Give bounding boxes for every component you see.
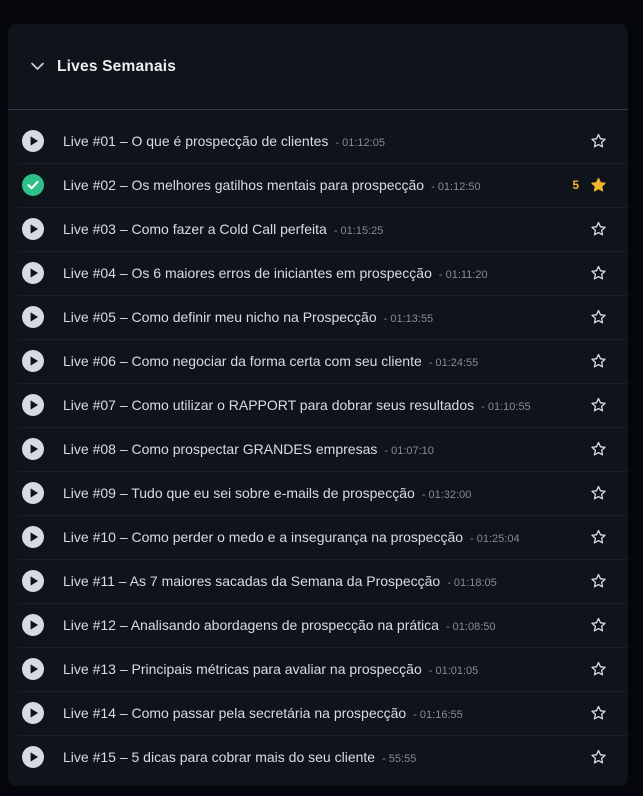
lesson-duration: - 01:07:10 <box>384 445 434 457</box>
star-outline-icon[interactable] <box>589 440 608 459</box>
lesson-title[interactable]: Live #15 – 5 dicas para cobrar mais do s… <box>63 749 376 765</box>
star-outline-icon[interactable] <box>589 352 608 371</box>
lesson-title[interactable]: Live #12 – Analisando abordagens de pros… <box>63 617 439 633</box>
lesson-duration: - 01:12:50 <box>431 181 481 193</box>
lesson-title[interactable]: Live #08 – Como prospectar GRANDES empre… <box>63 441 378 457</box>
play-icon[interactable] <box>22 658 44 680</box>
list-item[interactable]: Live #10 – Como perder o medo e a insegu… <box>8 515 628 559</box>
completed-check-icon <box>22 174 44 196</box>
lesson-title[interactable]: Live #02 – Os melhores gatilhos mentais … <box>63 177 425 193</box>
play-icon[interactable] <box>22 526 44 548</box>
star-filled-icon[interactable] <box>589 176 608 195</box>
star-outline-icon[interactable] <box>589 220 608 239</box>
star-outline-icon[interactable] <box>589 396 608 415</box>
module-card: Lives Semanais Live #01 – O que é prospe… <box>8 24 628 786</box>
list-item[interactable]: Live #09 – Tudo que eu sei sobre e-mails… <box>8 471 628 515</box>
star-outline-icon[interactable] <box>589 660 608 679</box>
list-item[interactable]: Live #02 – Os melhores gatilhos mentais … <box>8 163 628 207</box>
list-item[interactable]: Live #12 – Analisando abordagens de pros… <box>8 603 628 647</box>
play-icon[interactable] <box>22 218 44 240</box>
play-icon[interactable] <box>22 438 44 460</box>
play-icon[interactable] <box>22 570 44 592</box>
lesson-title[interactable]: Live #13 – Principais métricas para aval… <box>63 661 422 677</box>
module-header[interactable]: Lives Semanais <box>8 24 628 110</box>
play-icon[interactable] <box>22 746 44 768</box>
list-item[interactable]: Live #14 – Como passar pela secretária n… <box>8 691 628 735</box>
list-item[interactable]: Live #04 – Os 6 maiores erros de inician… <box>8 251 628 295</box>
lesson-duration: - 01:16:55 <box>413 709 463 721</box>
play-icon[interactable] <box>22 614 44 636</box>
star-outline-icon[interactable] <box>589 704 608 723</box>
lesson-duration: - 01:18:05 <box>447 577 497 589</box>
star-outline-icon[interactable] <box>589 308 608 327</box>
play-icon[interactable] <box>22 482 44 504</box>
lesson-duration: - 55:55 <box>382 753 417 765</box>
list-item[interactable]: Live #03 – Como fazer a Cold Call perfei… <box>8 207 628 251</box>
list-item[interactable]: Live #05 – Como definir meu nicho na Pro… <box>8 295 628 339</box>
lesson-title[interactable]: Live #05 – Como definir meu nicho na Pro… <box>63 309 377 325</box>
lesson-title[interactable]: Live #14 – Como passar pela secretária n… <box>63 705 407 721</box>
lesson-title[interactable]: Live #03 – Como fazer a Cold Call perfei… <box>63 221 327 237</box>
star-outline-icon[interactable] <box>589 748 608 767</box>
lesson-duration: - 01:32:00 <box>421 489 472 501</box>
play-icon[interactable] <box>22 306 44 328</box>
star-outline-icon[interactable] <box>589 264 608 283</box>
list-item[interactable]: Live #08 – Como prospectar GRANDES empre… <box>8 427 628 471</box>
play-icon[interactable] <box>22 394 44 416</box>
lesson-duration: - 01:24:55 <box>428 357 479 369</box>
lesson-duration: - 01:01:05 <box>428 665 479 677</box>
chevron-down-icon[interactable] <box>29 58 46 75</box>
lesson-title[interactable]: Live #04 – Os 6 maiores erros de inician… <box>63 265 432 281</box>
lesson-duration: - 01:15:25 <box>333 225 384 237</box>
rating-value: 5 <box>572 178 579 192</box>
list-item[interactable]: Live #07 – Como utilizar o RAPPORT para … <box>8 383 628 427</box>
lesson-list: Live #01 – O que é prospecção de cliente… <box>8 110 628 779</box>
play-icon[interactable] <box>22 130 44 152</box>
lesson-title[interactable]: Live #06 – Como negociar da forma certa … <box>63 353 422 369</box>
star-outline-icon[interactable] <box>589 616 608 635</box>
list-item[interactable]: Live #01 – O que é prospecção de cliente… <box>8 119 628 163</box>
list-item[interactable]: Live #11 – As 7 maiores sacadas da Seman… <box>8 559 628 603</box>
lesson-duration: - 01:08:50 <box>445 621 496 633</box>
lesson-duration: - 01:11:20 <box>438 269 488 281</box>
module-title: Lives Semanais <box>57 57 177 75</box>
star-outline-icon[interactable] <box>589 528 608 547</box>
lesson-title[interactable]: Live #07 – Como utilizar o RAPPORT para … <box>63 397 475 413</box>
star-outline-icon[interactable] <box>589 132 608 151</box>
lesson-duration: - 01:13:55 <box>383 313 434 325</box>
list-item[interactable]: Live #06 – Como negociar da forma certa … <box>8 339 628 383</box>
play-icon[interactable] <box>22 702 44 724</box>
play-icon[interactable] <box>22 262 44 284</box>
list-item[interactable]: Live #13 – Principais métricas para aval… <box>8 647 628 691</box>
list-item[interactable]: Live #15 – 5 dicas para cobrar mais do s… <box>8 735 628 779</box>
lesson-duration: - 01:10:55 <box>481 401 531 413</box>
lesson-duration: - 01:25:04 <box>470 533 520 545</box>
lesson-title[interactable]: Live #10 – Como perder o medo e a insegu… <box>63 529 464 545</box>
lesson-title[interactable]: Live #11 – As 7 maiores sacadas da Seman… <box>63 573 441 589</box>
play-icon[interactable] <box>22 350 44 372</box>
lesson-title[interactable]: Live #01 – O que é prospecção de cliente… <box>63 133 329 149</box>
star-outline-icon[interactable] <box>589 484 608 503</box>
star-outline-icon[interactable] <box>589 572 608 591</box>
lesson-title[interactable]: Live #09 – Tudo que eu sei sobre e-mails… <box>63 485 415 501</box>
lesson-duration: - 01:12:05 <box>335 137 385 149</box>
